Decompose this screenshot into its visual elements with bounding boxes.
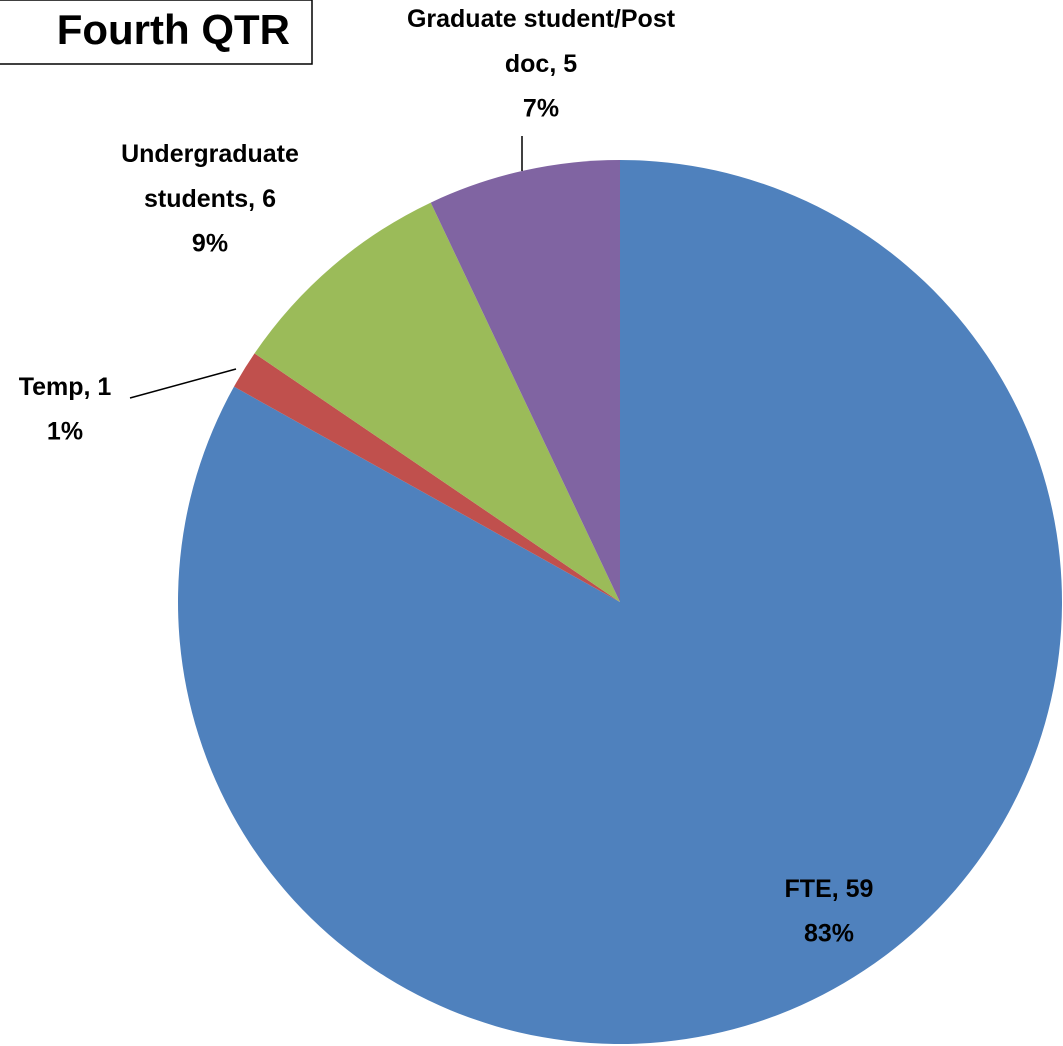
percent-label: 83% (804, 920, 854, 948)
pie-slice (254, 202, 620, 602)
data-label: Graduate student/Post doc, 5 (407, 5, 676, 78)
slices (178, 160, 1062, 1044)
data-label: Temp, 1 (19, 373, 112, 401)
percent-label: 7% (523, 95, 559, 123)
title-box (0, 0, 313, 65)
percent-label: 9% (192, 230, 228, 258)
pie-slice (430, 160, 620, 602)
pie-slice (233, 353, 620, 602)
percent-label: 1% (47, 418, 83, 446)
data-label: FTE, 59 (785, 875, 874, 903)
leader-line (129, 368, 237, 399)
chart-title: Fourth QTR (57, 6, 290, 53)
data-label: Undergraduate students, 6 (121, 140, 299, 213)
